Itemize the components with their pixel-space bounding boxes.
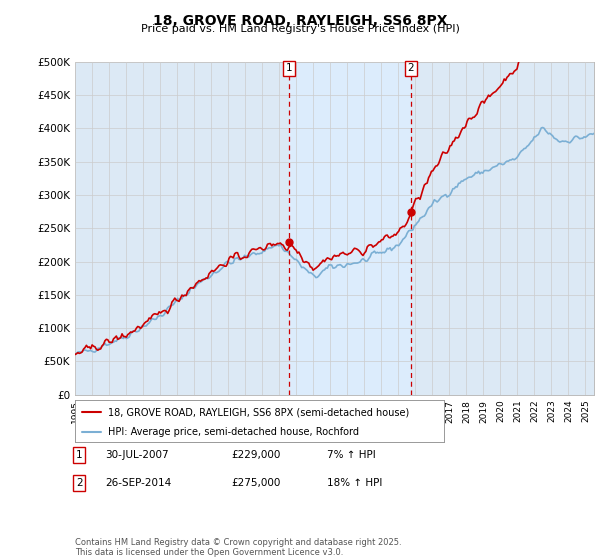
Text: 18, GROVE ROAD, RAYLEIGH, SS6 8PX: 18, GROVE ROAD, RAYLEIGH, SS6 8PX — [153, 14, 447, 28]
Bar — [289, 62, 411, 395]
Text: 2: 2 — [76, 478, 83, 488]
Text: 18% ↑ HPI: 18% ↑ HPI — [327, 478, 382, 488]
Text: 30-JUL-2007: 30-JUL-2007 — [105, 450, 169, 460]
Text: £275,000: £275,000 — [231, 478, 280, 488]
Text: HPI: Average price, semi-detached house, Rochford: HPI: Average price, semi-detached house,… — [108, 427, 359, 437]
Text: 18, GROVE ROAD, RAYLEIGH, SS6 8PX (semi-detached house): 18, GROVE ROAD, RAYLEIGH, SS6 8PX (semi-… — [108, 407, 409, 417]
Text: Contains HM Land Registry data © Crown copyright and database right 2025.
This d: Contains HM Land Registry data © Crown c… — [75, 538, 401, 557]
Text: 26-SEP-2014: 26-SEP-2014 — [105, 478, 171, 488]
Text: 2: 2 — [407, 63, 414, 73]
Text: 1: 1 — [76, 450, 83, 460]
Text: 1: 1 — [286, 63, 292, 73]
Text: Price paid vs. HM Land Registry's House Price Index (HPI): Price paid vs. HM Land Registry's House … — [140, 24, 460, 34]
Text: 7% ↑ HPI: 7% ↑ HPI — [327, 450, 376, 460]
Text: £229,000: £229,000 — [231, 450, 280, 460]
